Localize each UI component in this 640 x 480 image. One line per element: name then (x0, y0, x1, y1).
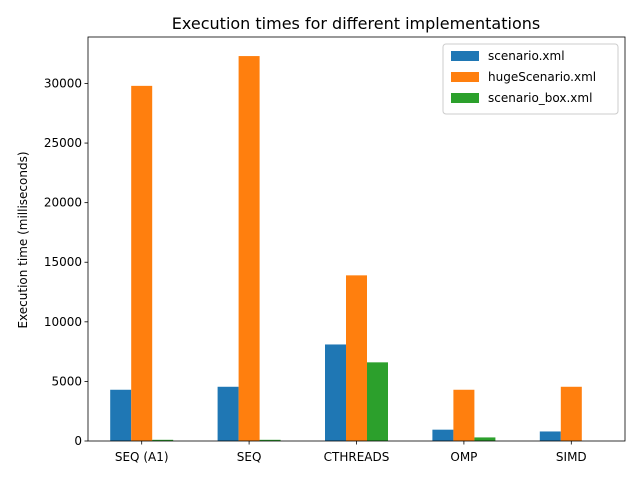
x-axis-ticks: SEQ (A1) SEQ CTHREADS OMP SIMD (115, 441, 587, 464)
y-axis-ticks: 0 5000 10000 15000 20000 25000 30000 (44, 76, 88, 448)
bar-scenario-xml-2 (325, 344, 346, 441)
legend-label: scenario.xml (488, 49, 565, 63)
y-tick-label: 5000 (51, 374, 82, 388)
bar-scenario-xml-1 (217, 386, 239, 441)
bar-scenario-box-xml-3 (474, 437, 496, 441)
bar-scenario-box-xml-2 (367, 362, 388, 441)
x-tick-label: CTHREADS (324, 450, 390, 464)
x-tick-label: OMP (450, 450, 477, 464)
y-tick-label: 20000 (44, 196, 82, 210)
plot-frame (87, 36, 626, 442)
bar-scenario-xml-0 (110, 389, 132, 441)
y-tick-label: 0 (74, 434, 82, 448)
legend-swatch (451, 51, 479, 61)
y-axis-label: Execution time (milliseconds) (16, 151, 30, 328)
legend: scenario.xml hugeScenario.xml scenario_box… (442, 43, 619, 115)
y-tick-label: 15000 (44, 255, 82, 269)
y-tick-label: 30000 (44, 76, 82, 90)
legend-box (442, 43, 619, 115)
bar-hugescenario-xml-0 (131, 85, 153, 441)
y-tick-label: 25000 (44, 136, 82, 150)
bar-hugescenario-xml-1 (238, 56, 260, 442)
y-tick-label: 10000 (44, 315, 82, 329)
x-tick-label: SIMD (556, 450, 587, 464)
legend-swatch (451, 93, 479, 103)
x-tick-label: SEQ (237, 450, 262, 464)
bar-hugescenario-xml-2 (346, 275, 367, 441)
bar-hugescenario-xml-4 (560, 386, 582, 441)
legend-swatch (451, 72, 479, 82)
bar-scenario-xml-3 (432, 429, 454, 441)
bar-scenario-xml-4 (539, 431, 561, 441)
chart-title: Execution times for different implementa… (172, 14, 540, 33)
bars-group (110, 56, 582, 442)
bar-scenario-box-xml-0 (152, 439, 174, 441)
x-tick-label: SEQ (A1) (115, 450, 169, 464)
legend-label: hugeScenario.xml (488, 70, 596, 84)
legend-label: scenario_box.xml (488, 91, 592, 105)
bar-scenario-box-xml-1 (259, 439, 281, 441)
bar-hugescenario-xml-3 (453, 389, 475, 441)
